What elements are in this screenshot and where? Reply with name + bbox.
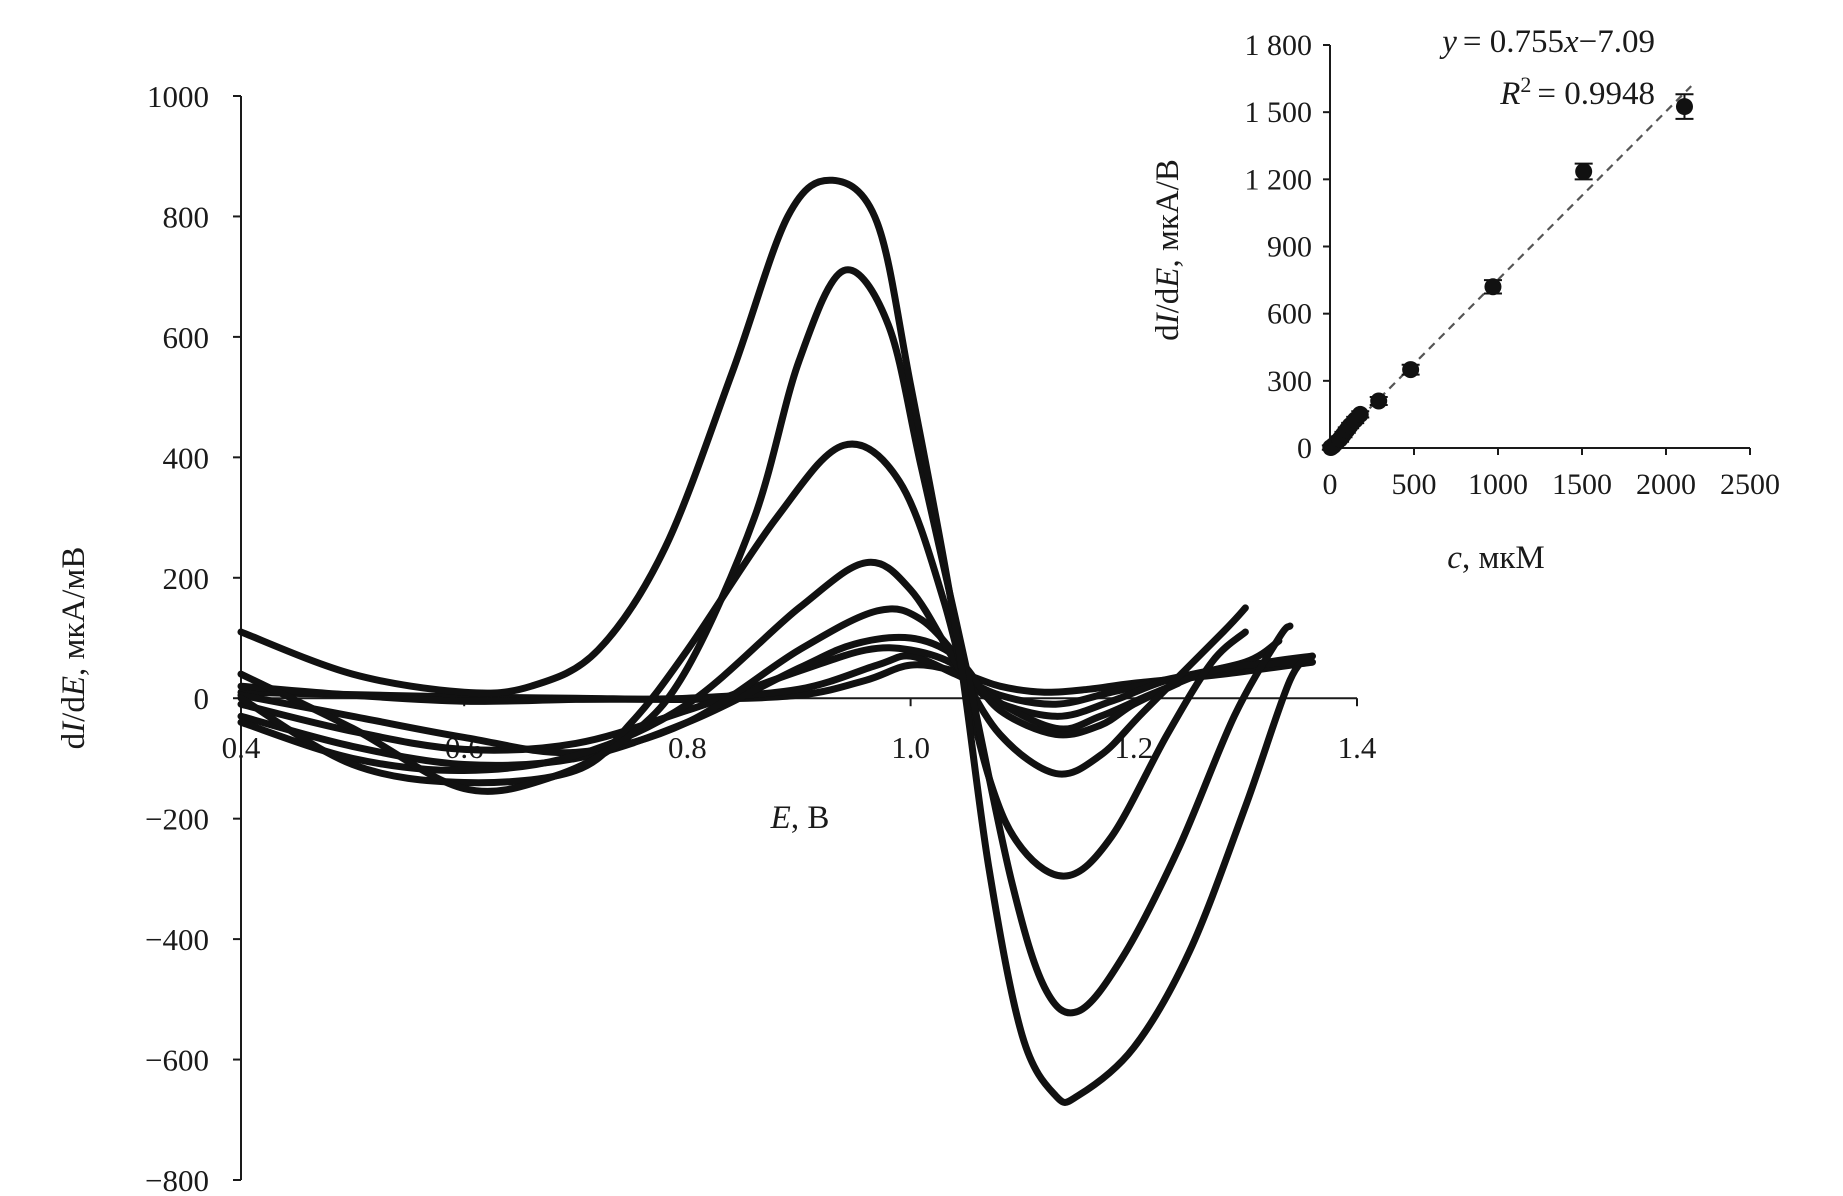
inset-r2-rhs: = 0.9948 [1537,76,1655,112]
inset-data-point [1351,405,1370,423]
inset-marker [1351,405,1369,423]
inset-marker [1484,278,1502,296]
main-y-axis-title-part-slash: /d [56,696,92,722]
main-y-tick-label: −800 [145,1163,209,1196]
main-y-ticks: −800 −600 −400 −200 0 200 400 600 800 1000 [145,79,241,1196]
main-y-tick-label: 1000 [147,79,209,114]
dpv-curve-1 [237,658,1316,704]
dpv-curve-5 [237,605,1182,757]
inset-x-tick-label: 0 [1323,468,1338,501]
main-y-axis-title: dI/dE, мкА/мВ [56,547,92,750]
dpv-curve-3 [237,637,1283,754]
inset-x-tick-label: 1500 [1552,468,1612,501]
main-x-axis-title: E, В [770,800,830,836]
inset-x-axis-title-rest: , мкМ [1462,540,1545,576]
inset-y-axis-title-unit: , мкА/В [1150,159,1186,267]
main-x-tick-label: 0.8 [668,730,707,765]
inset-data-point [1401,361,1420,379]
inset-y-tick-label: 900 [1267,231,1312,264]
inset-y-tick-label: 1 500 [1245,96,1313,129]
inset-y-tick-label: 1 200 [1245,163,1313,196]
inset-data-point [1574,162,1593,181]
inset-marker [1675,98,1693,116]
main-y-axis-title-part-d: d [56,732,92,749]
dpv-curve-8 [237,266,1294,1017]
main-x-tick-label: 1.0 [891,730,930,765]
inset-marker [1402,361,1420,379]
main-x-tick-label: 1.4 [1338,730,1377,765]
inset-x-tick-label: 2500 [1720,468,1780,501]
inset-r2-exp: 2 [1520,72,1531,97]
main-y-tick-label: −400 [145,922,209,957]
main-y-tick-label: 800 [163,199,210,234]
main-y-tick-label: −600 [145,1043,209,1078]
inset-x-ticks: 0 500 1000 1500 2000 2500 [1323,448,1780,501]
inset-equation-y: y [1439,24,1457,60]
main-y-tick-label: 200 [163,561,210,596]
inset-equation: y = 0.755x−7.09 [1439,24,1655,60]
inset-y-axis-title: dI/dE, мкА/В [1150,159,1186,341]
inset-y-tick-label: 600 [1267,298,1312,331]
inset-data-point [1675,93,1694,120]
main-y-tick-label: 600 [163,320,210,355]
inset-y-tick-label: 1 800 [1245,29,1313,62]
inset-data-point [1483,278,1502,296]
inset-y-tick-label: 300 [1267,365,1312,398]
inset-equation-tail: −7.09 [1579,24,1655,60]
main-x-tick-label: 0.4 [222,730,261,765]
inset-equation-x: x [1563,24,1579,60]
inset-r2-label: R [1499,76,1520,112]
main-y-axis-title-part-i: I [56,720,92,734]
main-y-axis-title-part-e: E [56,676,92,697]
main-x-axis-title-rest: , В [791,800,830,836]
inset-fit-line [1329,85,1692,449]
inset-x-tick-label: 2000 [1636,468,1696,501]
main-y-tick-label: 0 [194,681,210,716]
inset-points [1321,93,1694,457]
inset-y-tick-label: 0 [1297,432,1312,465]
main-curves [237,176,1316,1106]
inset-x-tick-label: 1000 [1468,468,1528,501]
inset-data-point [1369,392,1388,410]
inset-y-ticks: 0 300 600 900 1 200 1 500 1 800 [1245,29,1330,465]
main-y-tick-label: 400 [163,440,210,475]
inset-marker [1370,392,1388,410]
inset-marker [1575,162,1593,180]
inset-x-axis-title: c, мкМ [1447,540,1544,576]
dpv-curve-7 [237,440,1249,880]
inset-r-squared: R2 = 0.9948 [1499,72,1655,112]
main-y-tick-label: −200 [145,802,209,837]
dpv-curve-6 [237,558,1249,778]
dpv-curve-9 [237,176,1316,1106]
main-y-axis-title-part-unit: , мкА/мВ [56,547,92,676]
inset-x-tick-label: 500 [1392,468,1437,501]
inset-equation-rhs: = 0.755 [1463,24,1564,60]
